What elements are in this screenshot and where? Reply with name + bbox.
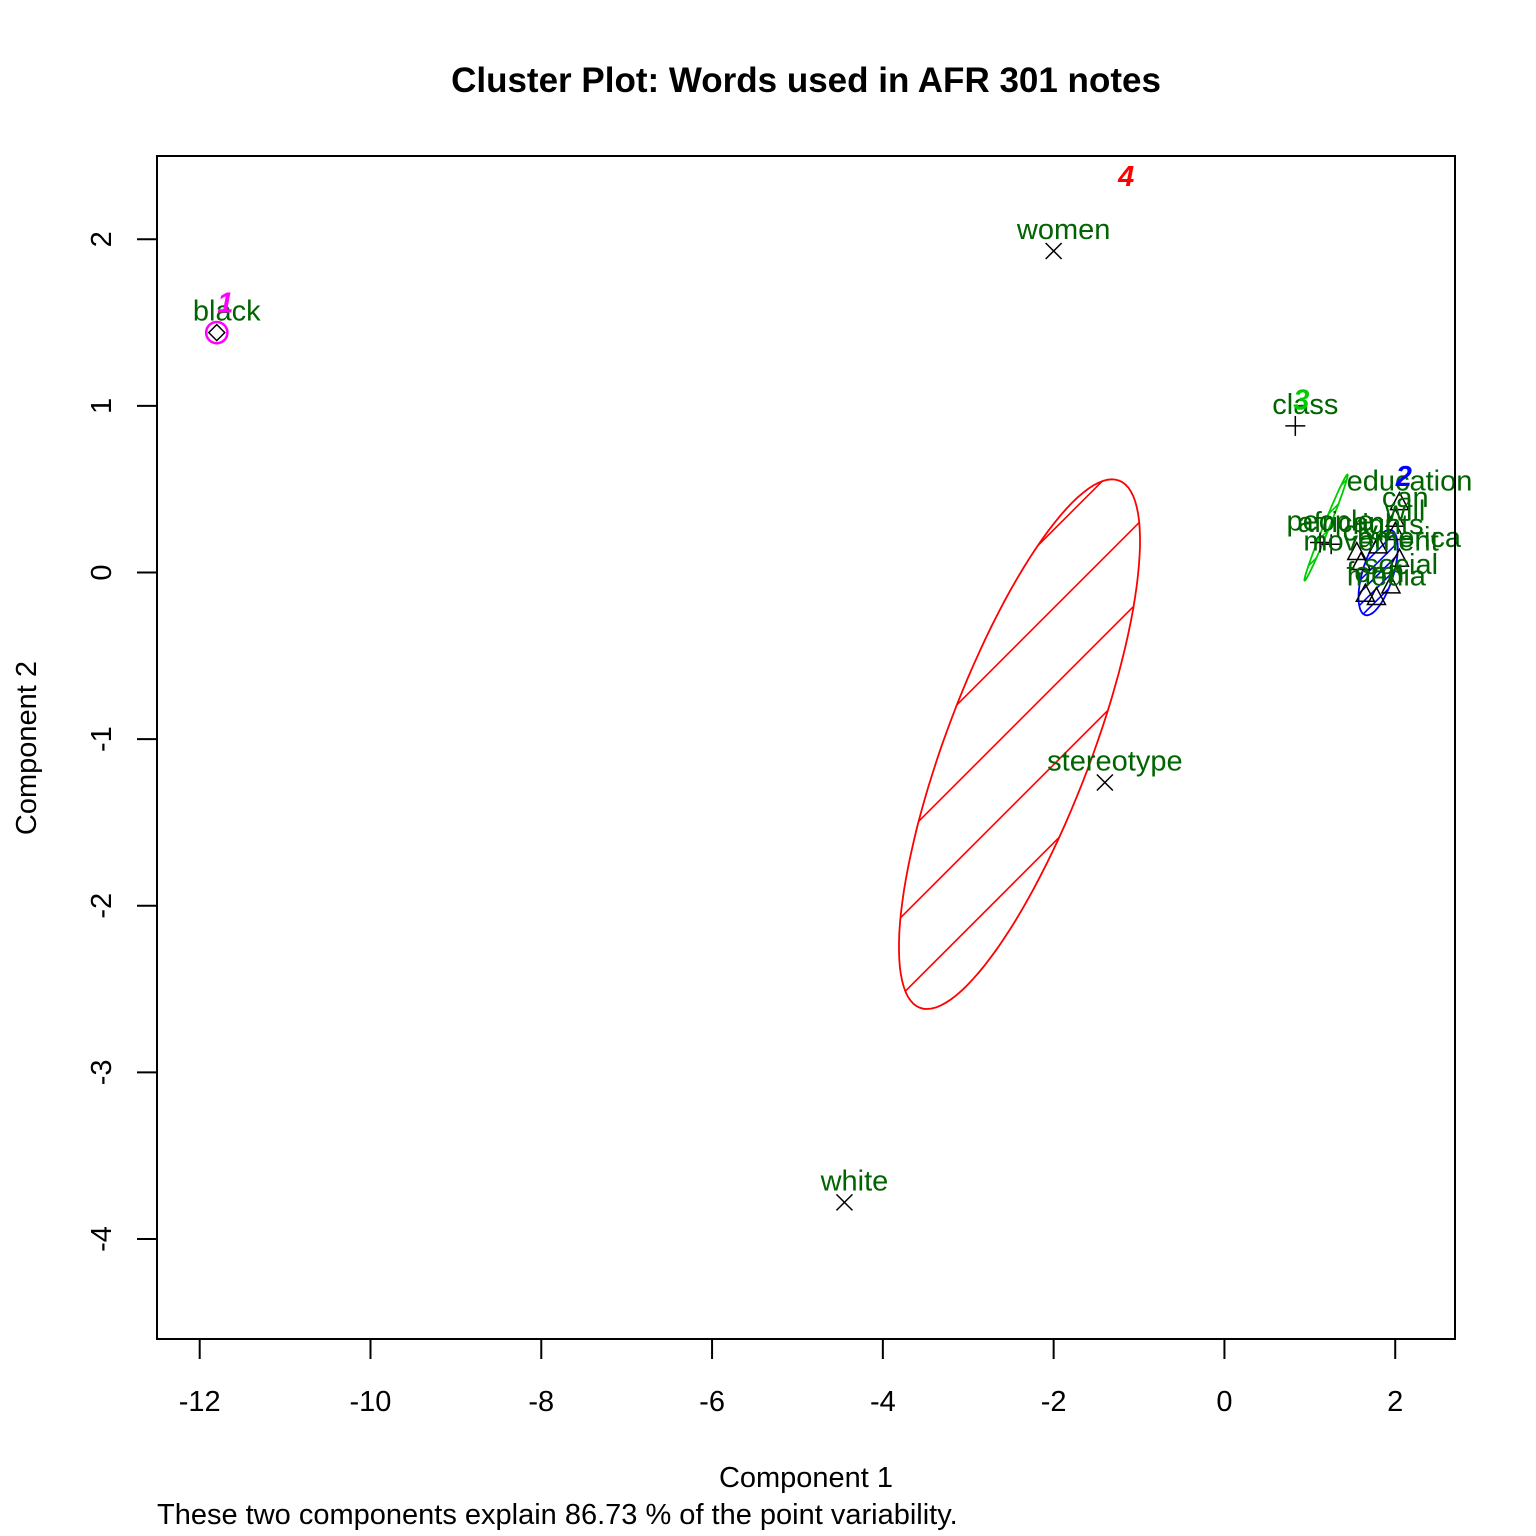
x-tick-label: -10: [350, 1386, 392, 1418]
word-label: education: [1347, 466, 1473, 498]
word-label: class: [1272, 389, 1338, 421]
cluster-4-ellipse: [898, 478, 1141, 1010]
point-form: [1355, 582, 1376, 602]
points-layer: [204, 242, 1410, 1211]
word-label: movement: [1303, 526, 1438, 558]
variability-caption: These two components explain 86.73 % of …: [157, 1499, 958, 1531]
word-label: stereotype: [1047, 745, 1182, 777]
y-axis: -4 -3 -2 -1 0 1 2: [86, 231, 158, 1252]
cluster-number-label: 4: [1117, 161, 1134, 193]
word-label: form: [1346, 557, 1404, 589]
point-white: [835, 1193, 853, 1211]
point-women: [1045, 242, 1063, 260]
x-tick-label: -4: [870, 1386, 896, 1418]
y-tick-label: 2: [86, 231, 118, 247]
point-movement: [1350, 550, 1372, 571]
point-america: [1389, 547, 1410, 567]
word-label: white: [820, 1165, 889, 1197]
chart-title: Cluster Plot: Words used in AFR 301 note…: [451, 61, 1161, 100]
point-african: [1321, 534, 1342, 555]
point-class: [1285, 415, 1306, 436]
x-tick-label: -6: [699, 1386, 725, 1418]
point-will: [1384, 520, 1406, 541]
plot-frame: [156, 155, 1456, 1340]
x-axis-title: Component 1: [719, 1462, 893, 1494]
word-label: will: [1384, 496, 1425, 528]
y-axis-title: Component 2: [11, 661, 43, 835]
cluster-3-ellipse: [1303, 473, 1349, 582]
x-tick-label: 0: [1216, 1386, 1232, 1418]
word-label: black: [193, 296, 261, 328]
x-tick-label: -8: [528, 1386, 554, 1418]
word-labels-layer: black women stereotype white class peopleafri…: [193, 214, 1472, 1197]
x-tick-label: -2: [1041, 1386, 1067, 1418]
word-label: can: [1382, 482, 1429, 514]
cluster-labels-layer: 1 2 3 4: [217, 161, 1412, 493]
cluster-number-label: 2: [1395, 461, 1412, 493]
word-label: rights: [1353, 509, 1424, 541]
x-tick-label: 2: [1387, 1386, 1403, 1418]
cluster-number-label: 3: [1293, 384, 1309, 416]
y-tick-label: -3: [86, 1060, 118, 1086]
word-label: social: [1364, 549, 1438, 581]
word-label: media: [1347, 561, 1427, 593]
point-people: [1310, 532, 1331, 553]
x-axis: -12 -10 -8 -6 -4 -2 0 2: [179, 1338, 1403, 1418]
point-social: [1380, 574, 1402, 594]
point-education: [1389, 490, 1410, 511]
y-tick-label: -4: [86, 1226, 118, 1252]
point-can: [1384, 507, 1406, 527]
word-label: people: [1287, 506, 1374, 538]
clusters-layer: [205, 321, 1399, 1010]
point-black: [204, 320, 229, 345]
y-tick-label: -2: [86, 893, 118, 919]
y-tick-label: -1: [86, 726, 118, 752]
word-label: women: [1016, 214, 1111, 246]
word-label: civil: [1343, 516, 1391, 548]
cluster-1-ellipse: [204, 320, 229, 345]
y-tick-label: 0: [86, 564, 118, 580]
word-label: america: [1358, 522, 1462, 554]
point-rights: [1367, 534, 1389, 554]
point-stereotype: [1096, 773, 1114, 792]
x-tick-label: -12: [179, 1386, 221, 1418]
y-tick-label: 1: [86, 398, 118, 414]
cluster-number-label: 1: [217, 288, 233, 320]
word-label: african: [1298, 507, 1385, 539]
